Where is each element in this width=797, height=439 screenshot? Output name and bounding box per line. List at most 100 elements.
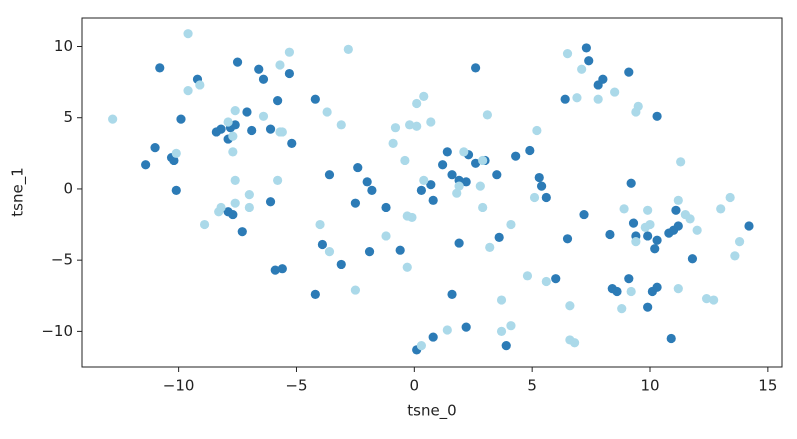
point — [631, 107, 641, 117]
point — [273, 175, 283, 185]
point — [442, 147, 452, 157]
point — [652, 282, 662, 292]
point — [494, 232, 504, 242]
point — [471, 63, 481, 73]
point — [536, 181, 547, 191]
point — [652, 111, 662, 121]
point — [506, 219, 516, 230]
point — [666, 333, 676, 344]
point — [716, 204, 726, 214]
point — [228, 147, 238, 157]
point — [496, 295, 507, 305]
x-axis-label: tsne_0 — [407, 402, 456, 421]
point — [287, 138, 297, 148]
point — [402, 262, 412, 272]
point — [258, 74, 269, 84]
point — [577, 64, 587, 74]
point — [343, 44, 353, 54]
point — [310, 94, 320, 104]
point — [317, 239, 328, 250]
point — [652, 235, 662, 245]
point — [336, 120, 346, 130]
point — [640, 222, 650, 232]
point — [673, 284, 683, 294]
point — [619, 204, 629, 214]
point — [247, 125, 257, 136]
point — [228, 131, 238, 141]
point — [171, 148, 181, 158]
point — [617, 303, 627, 314]
point — [610, 87, 620, 97]
point — [562, 49, 573, 59]
point — [438, 160, 448, 170]
point — [244, 202, 254, 213]
point — [265, 197, 276, 207]
point — [612, 286, 622, 297]
point — [242, 107, 252, 117]
point — [277, 127, 287, 137]
point — [541, 276, 551, 287]
point — [605, 229, 615, 240]
point — [195, 80, 205, 90]
point — [534, 172, 544, 183]
point — [673, 221, 683, 231]
point — [572, 93, 582, 103]
point — [485, 242, 495, 252]
point — [650, 244, 660, 254]
point — [426, 180, 436, 190]
point — [598, 74, 608, 84]
point — [626, 178, 636, 188]
point — [258, 111, 269, 121]
point — [525, 145, 535, 156]
point — [626, 286, 636, 297]
point — [447, 170, 457, 180]
point — [529, 192, 540, 203]
point — [381, 202, 391, 213]
point — [310, 289, 320, 299]
point — [734, 237, 745, 247]
point — [169, 155, 179, 166]
point — [230, 175, 240, 185]
point — [447, 289, 457, 299]
point — [141, 160, 151, 170]
point — [407, 212, 417, 223]
point — [584, 56, 594, 66]
point — [461, 177, 471, 187]
y-axis-label: tsne_1 — [9, 167, 28, 216]
point — [254, 64, 264, 74]
point — [478, 202, 488, 213]
point — [478, 155, 488, 166]
point — [428, 195, 438, 205]
point — [364, 247, 375, 257]
point — [482, 110, 492, 120]
point — [322, 107, 332, 117]
point — [643, 302, 653, 312]
point — [412, 98, 422, 109]
point — [350, 198, 361, 208]
point — [176, 114, 186, 124]
point — [631, 237, 641, 247]
x-tick-label: −10 — [163, 377, 195, 395]
point — [511, 151, 521, 161]
y-tick-label: 10 — [54, 37, 73, 55]
point — [265, 124, 276, 134]
point — [336, 259, 346, 270]
point — [350, 285, 361, 295]
point — [428, 332, 438, 342]
point — [624, 274, 634, 284]
point — [419, 175, 429, 185]
point — [381, 231, 391, 241]
point — [730, 251, 740, 261]
point — [275, 60, 285, 70]
point — [367, 185, 377, 195]
point — [388, 138, 398, 148]
point — [228, 209, 238, 220]
point — [593, 94, 603, 104]
point — [230, 105, 240, 116]
point — [506, 321, 516, 331]
point — [426, 117, 436, 127]
point — [223, 117, 233, 127]
point — [565, 301, 575, 311]
x-tick-label: 15 — [758, 377, 777, 395]
point — [685, 214, 695, 224]
